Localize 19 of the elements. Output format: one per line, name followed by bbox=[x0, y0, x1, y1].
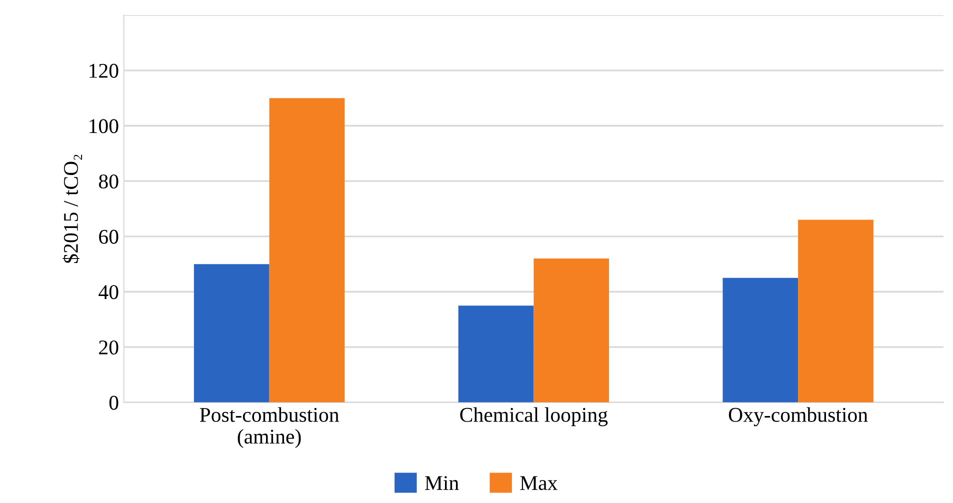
y-axis-title: $2015 / tCO₂ bbox=[62, 154, 82, 263]
bar bbox=[194, 264, 270, 402]
x-tick-label: Post-combustion (amine) bbox=[200, 407, 340, 448]
x-tick-label: Oxy-combustion bbox=[728, 407, 868, 426]
y-tick-label: 80 bbox=[98, 174, 118, 189]
legend-label: Max bbox=[520, 476, 558, 490]
x-tick-label: Chemical looping bbox=[460, 407, 608, 426]
y-tick-label: 40 bbox=[98, 285, 118, 300]
legend-label: Min bbox=[425, 476, 459, 490]
bar bbox=[798, 220, 874, 402]
bar bbox=[458, 306, 534, 402]
y-tick-label: 100 bbox=[90, 119, 118, 134]
y-tick-label: 60 bbox=[99, 230, 118, 244]
y-tick-label: 120 bbox=[90, 64, 118, 78]
bar bbox=[722, 278, 798, 402]
y-tick-label: 0 bbox=[109, 396, 118, 410]
bar bbox=[269, 98, 345, 402]
bar bbox=[534, 258, 610, 402]
y-tick-label: 20 bbox=[99, 340, 118, 355]
